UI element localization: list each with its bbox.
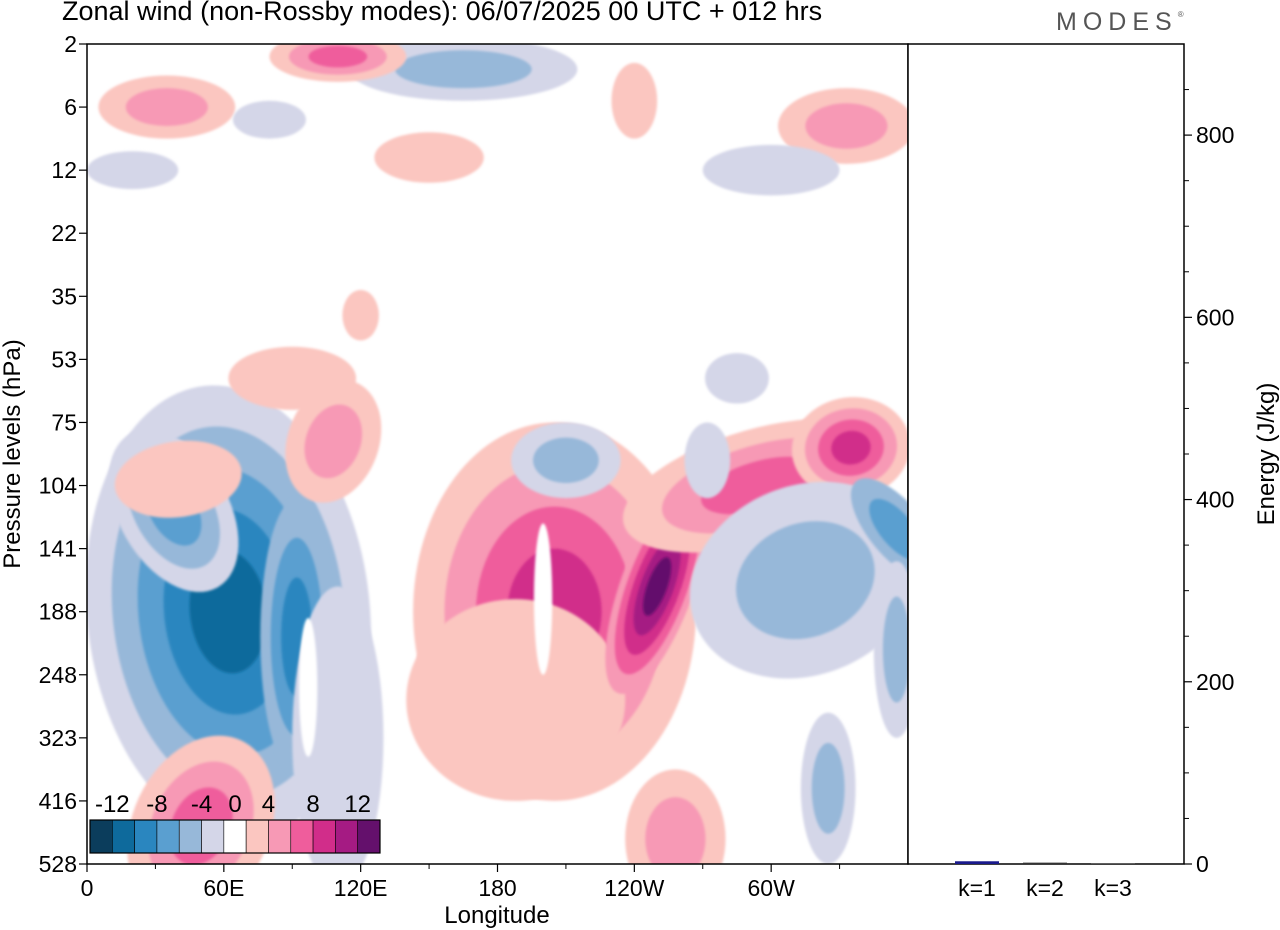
y-tick-label: 248 — [39, 662, 77, 688]
contour-blob — [87, 151, 179, 190]
colorbar-swatch — [201, 819, 225, 854]
y-tick-label: 35 — [51, 283, 77, 309]
colorbar-swatch — [357, 819, 381, 854]
contour-blob — [114, 440, 242, 518]
energy-tick-label: 200 — [1196, 669, 1234, 695]
contour-blob — [232, 100, 306, 139]
energy-axis-title: Energy (J/kg) — [1253, 383, 1280, 526]
energy-category-label: k=1 — [958, 875, 996, 901]
contour-blob — [533, 523, 553, 675]
colorbar-label: -8 — [146, 791, 167, 818]
y-tick-label: 6 — [64, 94, 77, 120]
contour-blob — [125, 88, 208, 126]
colorbar-swatch — [112, 819, 135, 854]
energy-tick-label: 0 — [1196, 851, 1209, 877]
colorbar-swatch — [156, 819, 180, 854]
contour-blob — [533, 437, 599, 484]
colorbar-swatch — [290, 819, 314, 854]
colorbar-swatch — [223, 819, 247, 854]
x-axis: 0 60E 120E 180 120W 60W — [81, 864, 841, 901]
y-tick-label: 2 — [64, 31, 77, 57]
energy-bar — [1091, 863, 1135, 864]
colorbar-label: 0 — [228, 791, 241, 818]
contour-blob — [394, 50, 532, 89]
energy-tick-label: 800 — [1196, 122, 1234, 148]
energy-category-label: k=3 — [1094, 875, 1132, 901]
y-tick-label: 53 — [51, 346, 77, 372]
energy-tick-label: 600 — [1196, 304, 1234, 330]
contour-blob — [736, 521, 875, 640]
contour-blob — [869, 498, 908, 561]
colorbar-label: 12 — [344, 791, 371, 818]
contour-blob — [406, 599, 626, 801]
y-axis: 2 6 12 22 35 53 75 104 141 188 248 323 416 528 — [39, 31, 87, 877]
chart-title: Zonal wind (non-Rossby modes): 06/07/202… — [62, 0, 823, 26]
y-tick-label: 22 — [51, 220, 77, 246]
y-tick-label: 104 — [39, 473, 78, 499]
x-tick-label: 60W — [748, 875, 796, 901]
contour-blob — [342, 290, 379, 341]
x-axis-title: Longitude — [444, 902, 549, 929]
x-tick-label: 180 — [478, 875, 516, 901]
y-tick-label: 12 — [51, 157, 77, 183]
contour-blob — [611, 62, 658, 139]
colorbar-frame — [89, 819, 381, 854]
colorbar: -12 -8 -4 0 4 8 12 — [89, 791, 381, 854]
y-tick-label: 323 — [39, 725, 77, 751]
energy-panel — [907, 43, 1185, 865]
colorbar-swatch — [178, 819, 202, 854]
registered-mark: ® — [1177, 10, 1184, 19]
contour-blob — [705, 353, 769, 404]
colorbar-swatch — [312, 819, 336, 854]
colorbar-swatch — [268, 819, 292, 854]
y-tick-label: 528 — [39, 851, 77, 877]
contour-blob — [304, 404, 363, 479]
contour-blob — [228, 346, 357, 410]
colorbar-label: 4 — [262, 791, 275, 818]
energy-tick-label: 400 — [1196, 487, 1234, 513]
contour-blob — [645, 797, 706, 864]
contour-blob — [831, 430, 871, 465]
x-tick-label: 120W — [604, 875, 664, 901]
contour-blob — [374, 132, 484, 183]
colorbar-swatch — [335, 819, 358, 854]
colorbar-swatch — [134, 819, 158, 854]
energy-category-label: k=2 — [1026, 875, 1064, 901]
energy-bar — [955, 861, 999, 864]
energy-bars: k=1 k=2 k=3 — [955, 861, 1135, 901]
colorbar-swatch — [245, 819, 269, 854]
modes-logo: MODES® — [1056, 8, 1184, 37]
energy-axis: 0 200 400 600 800 — [1184, 89, 1234, 877]
contour-blob — [684, 422, 731, 499]
contour-blob — [299, 618, 318, 757]
contour-blob — [643, 557, 672, 616]
y-tick-label: 141 — [39, 536, 77, 562]
colorbar-label: -4 — [191, 791, 212, 818]
x-tick-label: 60E — [203, 875, 244, 901]
colorbar-label: 8 — [306, 791, 319, 818]
y-tick-label: 416 — [39, 788, 77, 814]
y-axis-title: Pressure levels (hPa) — [0, 339, 26, 568]
heatmap-field — [87, 44, 908, 864]
contour-blob — [805, 103, 888, 149]
contour-blob — [308, 45, 368, 68]
colorbar-label: -12 — [95, 791, 130, 818]
x-tick-label: 120E — [334, 875, 388, 901]
y-tick-label: 75 — [51, 409, 77, 435]
y-tick-label: 188 — [39, 599, 77, 625]
contour-blob — [811, 742, 845, 834]
contour-blob — [702, 144, 840, 196]
logo-text: MODES — [1056, 8, 1178, 36]
contour-blob — [882, 596, 908, 703]
colorbar-swatch — [89, 819, 113, 854]
x-tick-label: 0 — [81, 875, 94, 901]
energy-bar — [1023, 862, 1067, 864]
